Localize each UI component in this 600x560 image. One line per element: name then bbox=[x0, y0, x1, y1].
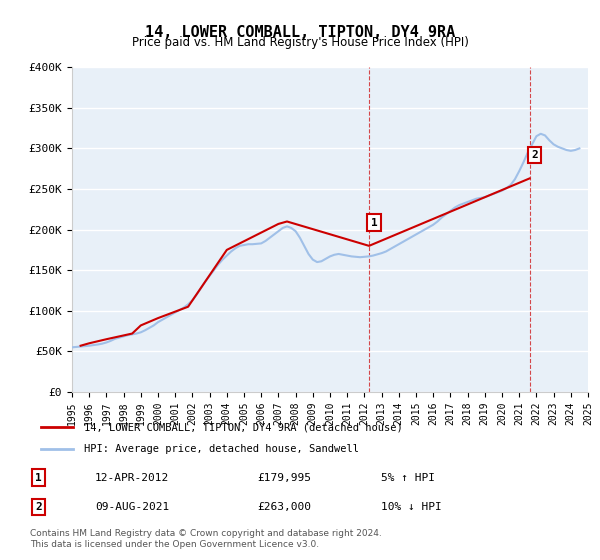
Text: 2: 2 bbox=[532, 150, 538, 160]
Text: 1: 1 bbox=[35, 473, 42, 483]
Text: HPI: Average price, detached house, Sandwell: HPI: Average price, detached house, Sand… bbox=[84, 444, 359, 454]
Text: 5% ↑ HPI: 5% ↑ HPI bbox=[381, 473, 435, 483]
Text: Contains HM Land Registry data © Crown copyright and database right 2024.
This d: Contains HM Land Registry data © Crown c… bbox=[30, 529, 382, 549]
Text: 1: 1 bbox=[371, 217, 377, 227]
Text: £263,000: £263,000 bbox=[257, 502, 311, 512]
Text: 14, LOWER COMBALL, TIPTON, DY4 9RA (detached house): 14, LOWER COMBALL, TIPTON, DY4 9RA (deta… bbox=[84, 422, 403, 432]
Text: 09-AUG-2021: 09-AUG-2021 bbox=[95, 502, 169, 512]
Text: £179,995: £179,995 bbox=[257, 473, 311, 483]
Text: Price paid vs. HM Land Registry's House Price Index (HPI): Price paid vs. HM Land Registry's House … bbox=[131, 36, 469, 49]
Text: 2: 2 bbox=[35, 502, 42, 512]
Text: 14, LOWER COMBALL, TIPTON, DY4 9RA: 14, LOWER COMBALL, TIPTON, DY4 9RA bbox=[145, 25, 455, 40]
Text: 10% ↓ HPI: 10% ↓ HPI bbox=[381, 502, 442, 512]
Text: 12-APR-2012: 12-APR-2012 bbox=[95, 473, 169, 483]
